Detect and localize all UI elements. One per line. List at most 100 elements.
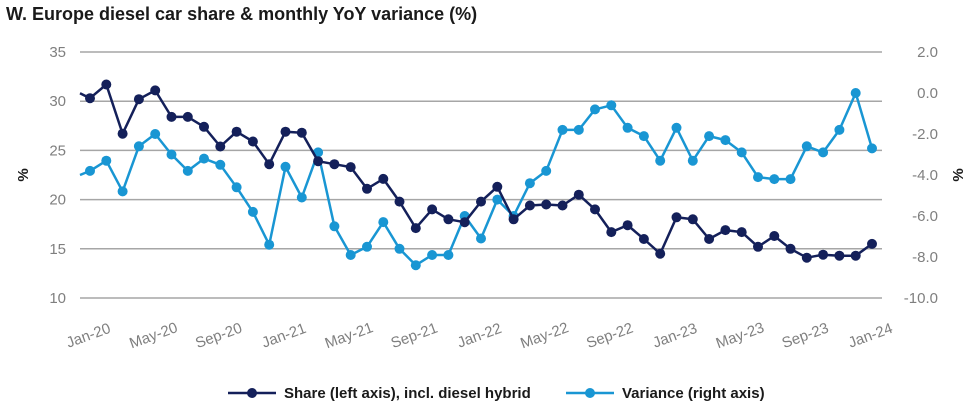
left-axis-title: % xyxy=(15,168,32,181)
series-layer xyxy=(79,79,877,271)
variance-series-point xyxy=(720,135,731,146)
variance-series-point xyxy=(85,165,95,176)
x-tick-label: Jan-22 xyxy=(455,320,504,352)
right-axis-title: % xyxy=(950,168,967,181)
share-series-point xyxy=(231,126,242,137)
x-tick-label: Jan-23 xyxy=(650,320,699,352)
share-series-point xyxy=(573,189,584,200)
variance-series-point xyxy=(280,161,291,172)
left-tick-label: 20 xyxy=(49,192,66,209)
share-series-point xyxy=(834,250,845,261)
share-series-point xyxy=(818,249,829,260)
variance-series-point xyxy=(655,155,666,166)
variance-series-point xyxy=(492,194,503,205)
variance-series-point xyxy=(867,143,877,154)
share-series-point xyxy=(622,220,633,231)
left-tick-label: 15 xyxy=(49,241,66,258)
variance-series-point xyxy=(736,147,747,158)
chart-title: W. Europe diesel car share & monthly YoY… xyxy=(6,4,478,24)
share-series-point xyxy=(524,200,535,211)
variance-series-point xyxy=(687,155,698,166)
variance-series-point xyxy=(362,241,372,252)
share-series-point xyxy=(753,241,763,252)
legend-share-label: Share (left axis), incl. diesel hybrid xyxy=(284,385,531,402)
variance-series-point xyxy=(573,124,584,135)
share-series-point xyxy=(133,94,144,105)
share-series-point xyxy=(541,199,552,210)
right-tick-label: -4.0 xyxy=(912,167,938,184)
share-series-point xyxy=(655,248,666,259)
right-tick-label: -2.0 xyxy=(912,126,938,143)
share-series-point xyxy=(476,196,486,207)
variance-series-point xyxy=(117,186,128,197)
share-series-point xyxy=(150,85,161,96)
variance-series-point xyxy=(443,250,454,260)
variance-series-point xyxy=(524,178,535,189)
x-axis-ticks: Jan-20 May-20 Sep-20 Jan-21 May-21 Sep-21 Jan-… xyxy=(64,319,895,352)
share-series-point xyxy=(671,212,682,223)
variance-series-line xyxy=(79,91,874,267)
share-series-point xyxy=(427,204,438,215)
variance-series-point xyxy=(622,122,633,133)
left-tick-label: 10 xyxy=(49,290,66,307)
share-series-point xyxy=(313,156,324,167)
variance-series-point xyxy=(427,250,438,260)
right-tick-label: -6.0 xyxy=(912,208,938,225)
right-tick-label: -10.0 xyxy=(904,290,938,307)
x-tick-label: Sep-23 xyxy=(780,320,831,353)
left-axis-ticks: 10 15 20 25 30 35 xyxy=(49,44,66,307)
share-series-point xyxy=(329,159,340,170)
share-series-point xyxy=(101,79,112,90)
x-tick-label: Sep-21 xyxy=(389,320,440,353)
variance-series-point xyxy=(166,149,177,160)
variance-series-point xyxy=(150,129,161,139)
share-series-point xyxy=(606,227,617,238)
share-series-point xyxy=(867,238,877,249)
x-tick-label: Sep-22 xyxy=(584,320,635,353)
variance-series-point xyxy=(215,159,226,170)
share-series-point xyxy=(850,250,861,261)
variance-series-point xyxy=(606,100,617,111)
variance-series-point xyxy=(199,153,209,164)
variance-series-point xyxy=(753,172,763,183)
share-series-point xyxy=(720,225,731,236)
variance-series-point xyxy=(378,217,389,228)
variance-series-point xyxy=(329,221,340,232)
share-series-point xyxy=(182,111,193,122)
share-series-point xyxy=(247,136,258,147)
variance-series-point xyxy=(638,131,649,142)
right-tick-label: -8.0 xyxy=(912,249,938,266)
x-tick-label: Jan-20 xyxy=(64,320,113,352)
left-tick-label: 35 xyxy=(49,44,66,61)
share-series-point xyxy=(508,214,519,225)
variance-series-point xyxy=(557,124,568,135)
x-tick-label: Sep-20 xyxy=(193,320,244,353)
variance-series-point xyxy=(101,155,112,166)
variance-series-point xyxy=(785,174,796,185)
share-series-point xyxy=(590,204,600,215)
share-series-point xyxy=(215,141,226,152)
variance-series-point xyxy=(850,88,861,98)
variance-series-point xyxy=(394,243,405,254)
variance-series-point xyxy=(133,141,144,152)
share-series-point xyxy=(769,231,780,241)
share-series-point xyxy=(410,223,421,234)
share-series-point xyxy=(199,121,209,132)
variance-series-point xyxy=(410,260,421,271)
variance-series-point xyxy=(769,174,780,185)
x-tick-label: May-21 xyxy=(323,319,376,352)
share-series-point xyxy=(378,173,389,184)
x-tick-label: May-22 xyxy=(518,319,571,352)
share-series-point xyxy=(345,162,356,173)
x-tick-label: May-23 xyxy=(714,319,767,352)
variance-series-point xyxy=(818,147,829,158)
share-series-point xyxy=(736,227,747,238)
share-series-point xyxy=(704,234,715,244)
share-series-point xyxy=(280,126,291,137)
share-series-point xyxy=(557,200,568,211)
left-tick-label: 25 xyxy=(49,142,66,159)
share-series-point xyxy=(296,127,307,138)
x-tick-label: Jan-21 xyxy=(259,320,308,352)
variance-series-point xyxy=(231,182,242,193)
